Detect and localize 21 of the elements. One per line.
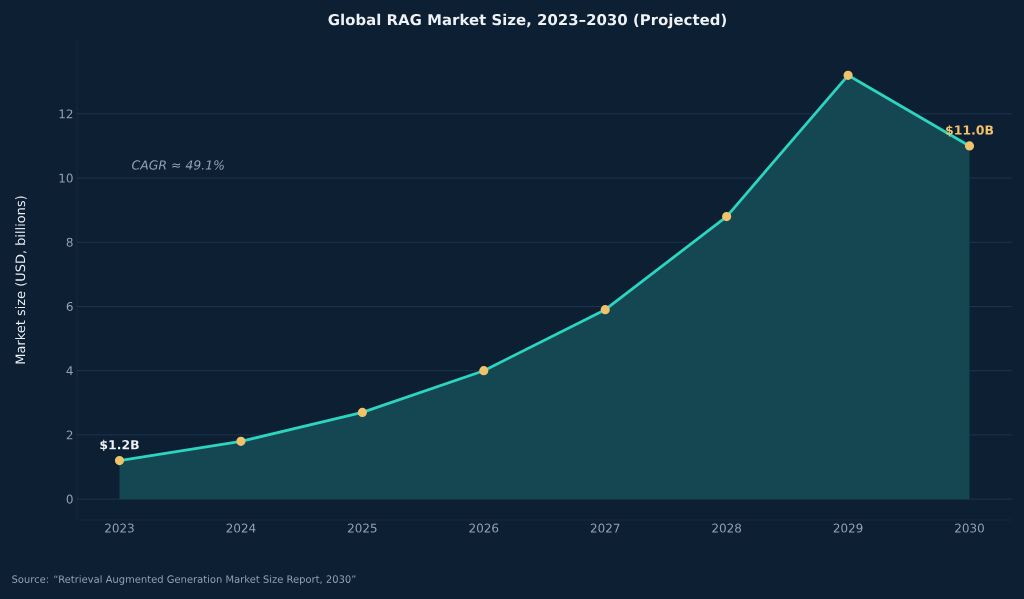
x-tick-label: 2024 <box>226 523 256 533</box>
y-axis-title: Market size (USD, billions) <box>15 196 27 364</box>
y-tick-label: 4 <box>66 366 73 376</box>
annotation: CAGR ≈ 49.1% <box>132 160 224 170</box>
y-tick-label: 0 <box>66 494 73 504</box>
annotation: $11.0B <box>946 125 994 137</box>
chart-title: Global RAG Market Size, 2023–2030 (Projected) <box>328 13 726 29</box>
x-tick-label: 2030 <box>955 523 984 533</box>
x-tick-label: 2028 <box>712 523 742 533</box>
y-tick-label: 8 <box>66 237 73 247</box>
y-tick-label: 12 <box>59 109 73 119</box>
x-tick-label: 2023 <box>105 523 134 533</box>
x-tick-label: 2026 <box>469 523 499 533</box>
annotation: $1.2B <box>100 439 139 452</box>
y-tick-label: 2 <box>66 430 73 440</box>
x-tick-label: 2029 <box>833 523 863 533</box>
x-tick-label: 2025 <box>348 523 377 533</box>
y-tick-label: 10 <box>59 173 73 183</box>
y-tick-label: 6 <box>66 301 73 312</box>
x-tick-label: 2027 <box>590 523 620 533</box>
source-note: Source: “Retrieval Augmented Generation Market Size Report, 2030” <box>12 575 356 585</box>
